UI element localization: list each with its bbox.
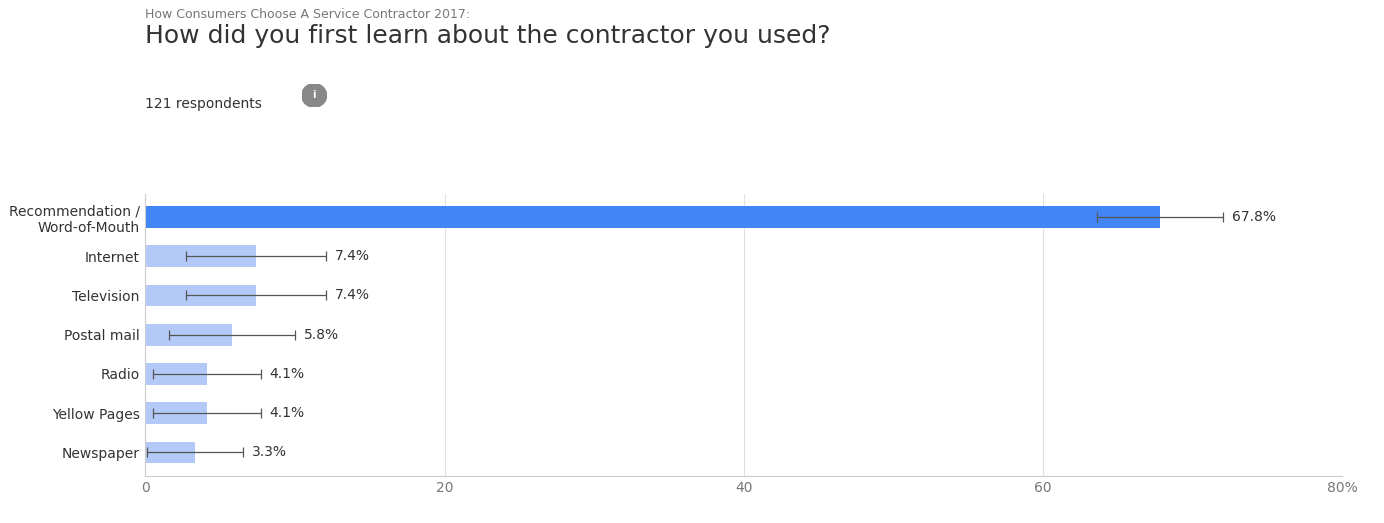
Text: How Consumers Choose A Service Contractor 2017:: How Consumers Choose A Service Contracto… — [145, 8, 471, 21]
Text: i: i — [313, 90, 316, 100]
Bar — [145, 285, 256, 306]
Text: 3.3%: 3.3% — [252, 446, 286, 459]
Circle shape — [302, 84, 327, 107]
Text: 7.4%: 7.4% — [335, 249, 371, 263]
Text: 121 respondents: 121 respondents — [145, 97, 262, 111]
Text: 7.4%: 7.4% — [335, 289, 371, 302]
Text: 4.1%: 4.1% — [270, 406, 304, 420]
Bar — [145, 363, 206, 385]
Bar — [145, 324, 233, 346]
Text: 67.8%: 67.8% — [1232, 210, 1276, 224]
Bar — [145, 402, 206, 424]
Text: 5.8%: 5.8% — [304, 328, 339, 342]
Text: How did you first learn about the contractor you used?: How did you first learn about the contra… — [145, 24, 830, 48]
Bar — [145, 245, 256, 267]
Bar — [145, 441, 195, 463]
Bar — [145, 206, 1160, 228]
Text: 4.1%: 4.1% — [270, 367, 304, 381]
